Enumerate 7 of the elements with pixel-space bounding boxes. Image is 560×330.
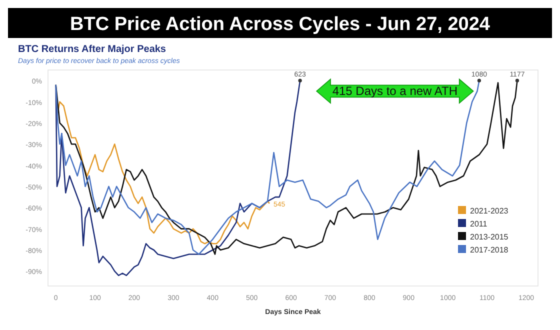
legend-label: 2013-2015 (470, 232, 509, 242)
legend-label: 2011 (470, 220, 488, 228)
chart-title: BTC Price Action Across Cycles - Jun 27, 2024 (70, 14, 490, 35)
chart-subtitle: BTC Returns After Major Peaks (18, 44, 166, 55)
legend-label: 2021-2023 (470, 206, 509, 216)
legend-label: 2017-2018 (470, 246, 509, 254)
annotation: 415 Days to a new ATH (332, 84, 458, 98)
